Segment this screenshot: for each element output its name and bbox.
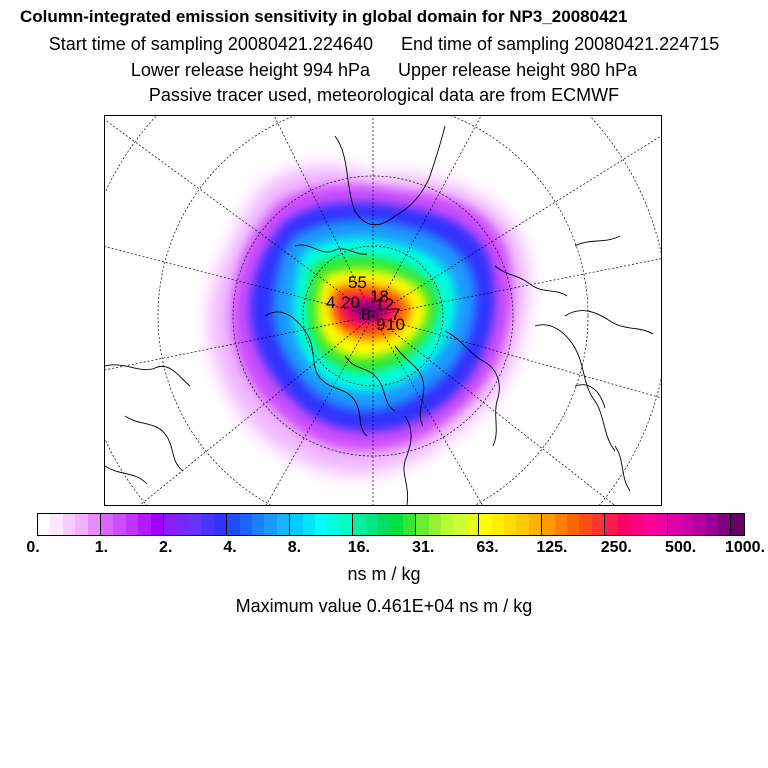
sensitivity-map: 55 4 20 18 12 8 9 10 7	[104, 115, 662, 506]
colorbar-segment	[251, 514, 265, 535]
colorbar-segment	[339, 514, 354, 535]
colorbar-segment	[101, 514, 114, 535]
colorbar-segment	[428, 514, 441, 535]
map-label-4: 4	[326, 293, 335, 312]
colorbar-segment	[654, 514, 669, 535]
colorbar-segment	[302, 514, 315, 535]
receptor-labels: 55 4 20 18 12 8 9 10 7	[326, 273, 405, 334]
end-time-label: End time of sampling 20080421.224715	[401, 34, 720, 54]
colorbar-segment	[264, 514, 277, 535]
start-time-label: Start time of sampling 20080421.224640	[48, 34, 373, 54]
colorbar-segment	[554, 514, 568, 535]
colorbar-segment	[353, 514, 366, 535]
colorbar-segment	[528, 514, 543, 535]
colorbar-segment	[138, 514, 151, 535]
colorbar-segment	[239, 514, 252, 535]
colorbar-segment	[390, 514, 403, 535]
colorbar-segment	[617, 514, 631, 535]
map-label-20: 20	[341, 293, 360, 312]
colorbar-tick-label: 2.	[159, 539, 173, 556]
colorbar-tick-label: 1.	[94, 539, 109, 556]
colorbar-segment	[680, 514, 694, 535]
map-label-10: 10	[386, 315, 405, 334]
colorbar-segment	[504, 514, 517, 535]
colorbar-tick-label: 0.	[26, 539, 40, 556]
colorbar-tick-label: 250.	[600, 539, 632, 556]
colorbar-segment	[314, 514, 328, 535]
colorbar-segment	[62, 514, 76, 535]
release-heights: Lower release height 994 hPa Upper releas…	[0, 59, 768, 81]
colorbar-tick-label: 63.	[476, 539, 499, 556]
colorbar-segment	[591, 514, 606, 535]
colorbar-segment	[87, 514, 102, 535]
colorbar-segment	[516, 514, 529, 535]
colorbar-segment	[642, 514, 655, 535]
graticule	[105, 116, 661, 505]
colorbar-segment	[717, 514, 732, 535]
colorbar	[37, 513, 745, 536]
colorbar-segment	[227, 514, 240, 535]
colorbar-segment	[327, 514, 340, 535]
colorbar-segment	[491, 514, 505, 535]
colorbar-tick-label: 16.	[347, 539, 370, 556]
colorbar-segment	[377, 514, 391, 535]
colorbar-segment	[668, 514, 681, 535]
sampling-times: Start time of sampling 20080421.224640 En…	[0, 33, 768, 55]
colorbar-segment	[605, 514, 618, 535]
lower-release-label: Lower release height 994 hPa	[130, 60, 370, 80]
map-label-18: 18	[370, 287, 389, 306]
colorbar-tick-label: 500.	[665, 539, 697, 556]
colorbar-segment	[465, 514, 480, 535]
colorbar-segment	[441, 514, 454, 535]
colorbar-segment	[693, 514, 706, 535]
upper-release-label: Upper release height 980 hPa	[398, 60, 638, 80]
colorbar-segment	[113, 514, 126, 535]
colorbar-segment	[630, 514, 643, 535]
colorbar-segment	[416, 514, 429, 535]
colorbar-unit-label: ns m / kg	[347, 564, 421, 584]
colorbar-tick-label: 4.	[223, 539, 237, 556]
plot-title: Column-integrated emission sensitivity i…	[20, 7, 628, 26]
colorbar-tick-label: 31.	[412, 539, 435, 556]
colorbar-tick-label: 1000.	[724, 539, 766, 556]
colorbar-tick-label: 8.	[287, 539, 302, 556]
colorbar-segment	[201, 514, 214, 535]
colorbar-segment	[176, 514, 189, 535]
colorbar-segment	[276, 514, 291, 535]
colorbar-segment	[579, 514, 592, 535]
colorbar-segment	[213, 514, 228, 535]
colorbar-segment	[479, 514, 492, 535]
colorbar-segment	[365, 514, 378, 535]
colorbar-segment	[731, 514, 744, 535]
colorbar-segment	[164, 514, 177, 535]
colorbar-segment	[542, 514, 555, 535]
coastlines	[105, 125, 654, 505]
map-label-9: 9	[376, 315, 385, 334]
colorbar-segment	[705, 514, 718, 535]
colorbar-segment	[75, 514, 88, 535]
colorbar-segment	[125, 514, 139, 535]
colorbar-segment	[402, 514, 417, 535]
map-label-8: 8	[361, 305, 370, 324]
colorbar-segment	[38, 514, 51, 535]
colorbar-segment	[150, 514, 165, 535]
colorbar-segment	[50, 514, 63, 535]
colorbar-tick-label: 125.	[536, 539, 568, 556]
tracer-note: Passive tracer used, meteorological data…	[148, 85, 620, 105]
maximum-value-label: Maximum value 0.461E+04 ns m / kg	[235, 596, 533, 616]
colorbar-segment	[567, 514, 580, 535]
map-label-7: 7	[391, 305, 400, 324]
map-label-55: 55	[348, 273, 367, 292]
colorbar-segment	[290, 514, 303, 535]
colorbar-segment	[453, 514, 466, 535]
map-label-12: 12	[375, 295, 394, 314]
colorbar-segment	[188, 514, 202, 535]
